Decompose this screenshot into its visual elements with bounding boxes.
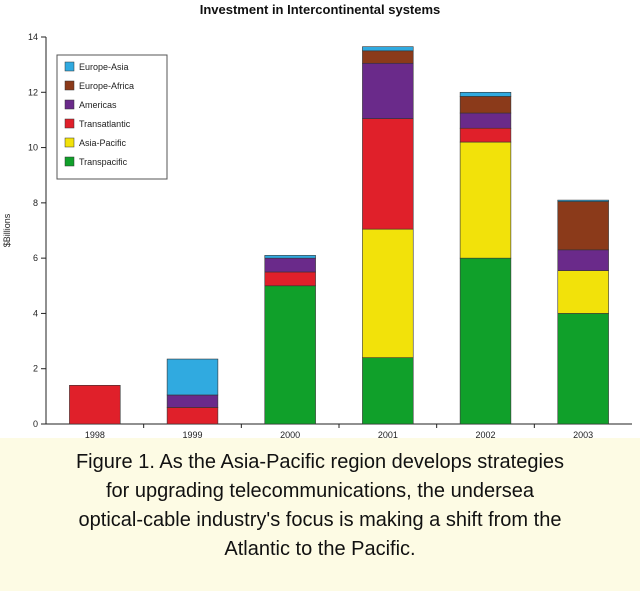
chart-panel: Investment in Intercontinental systems 0… [2, 2, 632, 438]
legend-swatch [64, 118, 75, 129]
bar-segment [362, 50, 414, 64]
legend-swatch [64, 80, 75, 91]
bar-segment [264, 271, 316, 287]
figure-caption: Figure 1. As the Asia-Pacific region dev… [0, 438, 640, 591]
bar-segment [459, 257, 512, 425]
bar-segment [557, 249, 609, 271]
bar-segment [362, 357, 414, 425]
bar-segment [166, 407, 219, 425]
caption-line-2: for upgrading telecommunications, the un… [105, 480, 535, 502]
y-tick-label: 6 [33, 253, 38, 263]
x-tick-label: 2002 [475, 430, 495, 438]
legend-swatch [64, 156, 75, 167]
legend-label: Asia-Pacific [79, 138, 127, 148]
x-tick-label: 2000 [280, 430, 300, 438]
y-tick-label: 0 [33, 419, 38, 429]
bar-segment [557, 313, 609, 425]
bar-segment [166, 394, 219, 408]
legend-swatch [64, 99, 75, 110]
legend-label: Transatlantic [79, 119, 131, 129]
y-tick-label: 2 [33, 364, 38, 374]
bar-segment [264, 285, 316, 425]
legend-swatch [64, 137, 75, 148]
x-tick-label: 2001 [378, 430, 398, 438]
bar-segment [557, 199, 609, 202]
bar-segment [166, 358, 219, 396]
legend-label: Europe-Asia [79, 62, 129, 72]
legend-box [56, 54, 168, 180]
bar-segment [557, 270, 609, 314]
x-tick-label: 1998 [85, 430, 105, 438]
chart-title: Investment in Intercontinental systems [199, 2, 441, 17]
legend-label: Americas [79, 100, 117, 110]
bar-segment [459, 112, 512, 129]
bar-segment [557, 201, 609, 251]
legend-swatch [64, 61, 75, 72]
y-tick-label: 14 [28, 32, 38, 42]
bar-segment [362, 46, 414, 52]
caption-line-4: Atlantic to the Pacific. [224, 538, 416, 560]
chart-svg: 0 2 4 6 8 10 12 14 $Billions 1998 1999 2000 2001 2002… [2, 32, 632, 438]
y-tick-label: 12 [28, 87, 38, 97]
bar-segment [362, 118, 414, 230]
bar-segment [459, 141, 512, 259]
legend-label: Transpacific [79, 157, 128, 167]
x-tick-label: 1999 [182, 430, 202, 438]
bar-segment [362, 228, 414, 358]
bar-segment [69, 384, 121, 425]
bar-segment [264, 257, 316, 273]
legend-label: Europe-Africa [79, 81, 134, 91]
bar-segment [362, 62, 414, 119]
bar-segment [459, 91, 512, 97]
bar-segment [459, 127, 512, 143]
y-tick-label: 8 [33, 198, 38, 208]
y-axis-label: $Billions [2, 213, 12, 247]
x-tick-label: 2003 [573, 430, 593, 438]
y-tick-label: 10 [28, 143, 38, 153]
caption-line-3: optical-cable industry's focus is making… [78, 509, 562, 531]
bar-segment [459, 96, 512, 114]
y-tick-label: 4 [33, 308, 38, 318]
caption-line-1: Figure 1. As the Asia-Pacific region dev… [75, 451, 565, 473]
bar-segment [264, 255, 316, 259]
